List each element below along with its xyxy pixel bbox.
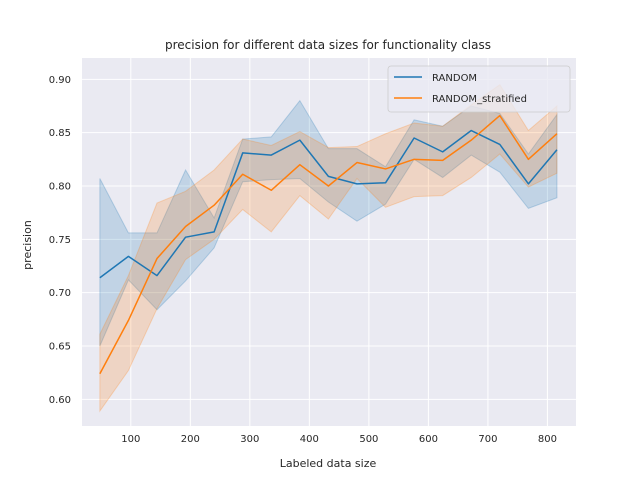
legend-box: [387, 65, 571, 113]
x-tick-label: 600: [419, 434, 438, 445]
legend: RANDOM RANDOM_stratified: [387, 65, 571, 113]
x-tick-label: 200: [181, 434, 200, 445]
x-tick-label: 500: [359, 434, 378, 445]
x-tick-label: 700: [478, 434, 497, 445]
x-tick-label: 100: [121, 434, 140, 445]
series-line-random: [99, 129, 558, 279]
x-tick-label: 300: [240, 434, 259, 445]
x-tick-label: 400: [300, 434, 319, 445]
y-tick-label: 0.60: [49, 395, 71, 406]
y-tick-label: 0.90: [49, 75, 71, 86]
y-axis-label: precision: [21, 220, 34, 270]
plot-area: [82, 58, 576, 426]
series-line-random-stratified: [99, 114, 558, 375]
legend-label: RANDOM_stratified: [432, 94, 527, 105]
confidence-band-random-stratified: [99, 83, 558, 413]
confidence-bands: [99, 83, 558, 413]
series-lines: [99, 114, 558, 375]
legend-label: RANDOM: [432, 73, 477, 84]
x-axis-ticks: 100 200 300 400 500 600 700 800: [121, 434, 557, 445]
y-tick-label: 0.80: [49, 182, 71, 193]
y-tick-label: 0.65: [49, 342, 71, 353]
chart-title: precision for different data sizes for f…: [165, 38, 491, 52]
x-axis-label: Labeled data size: [280, 457, 377, 470]
y-tick-label: 0.70: [49, 288, 71, 299]
y-axis-ticks: 0.60 0.65 0.70 0.75 0.80 0.85 0.90: [49, 75, 71, 406]
y-tick-label: 0.75: [49, 235, 71, 246]
grid-lines: [82, 58, 576, 426]
x-tick-label: 800: [538, 434, 557, 445]
confidence-band-random: [99, 99, 558, 347]
y-tick-label: 0.85: [49, 128, 71, 139]
